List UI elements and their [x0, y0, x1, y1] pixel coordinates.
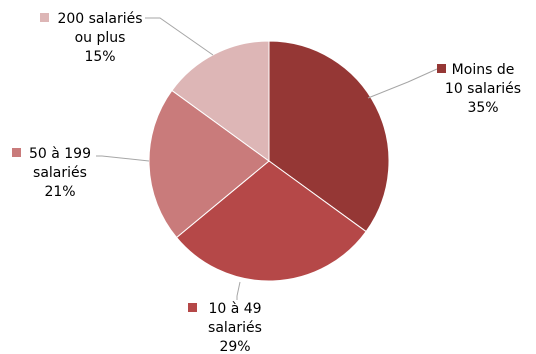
slice-label-1: Moins de 10 salariés 35%: [445, 62, 521, 116]
label-marker-3: [12, 148, 21, 157]
slice-label-3: 50 à 199 salariés 21%: [29, 146, 91, 200]
pie-slice-1: [268, 40, 390, 233]
leader-line-4: [145, 17, 214, 56]
label-marker-1: [437, 64, 446, 73]
slice-label-2: 10 à 49 salariés 29%: [208, 301, 262, 354]
pie-slice-3: [148, 89, 270, 239]
slice-label-4-line-3: 15%: [84, 49, 115, 65]
slice-label-2-line-1: 10 à 49: [208, 301, 261, 317]
pie-slice-2: [175, 160, 367, 282]
pie-slice-4: [171, 40, 270, 162]
slice-label-4: 200 salariés ou plus 15%: [57, 11, 142, 65]
slice-label-1-line-2: 10 salariés: [445, 81, 521, 97]
label-marker-2: [188, 303, 197, 312]
slice-label-4-line-1: 200 salariés: [57, 11, 142, 27]
slice-label-2-line-3: 29%: [219, 339, 250, 354]
leader-line-2: [236, 281, 241, 300]
slice-label-4-line-2: ou plus: [75, 30, 126, 46]
pie-slices: [148, 40, 390, 282]
slice-label-2-line-2: salariés: [208, 320, 262, 336]
slice-label-3-line-3: 21%: [44, 184, 75, 200]
slice-label-3-line-2: salariés: [33, 165, 87, 181]
leader-line-1: [367, 68, 438, 99]
slice-label-3-line-1: 50 à 199: [29, 146, 91, 162]
slice-label-1-line-1: Moins de: [452, 62, 515, 78]
leader-line-3: [96, 155, 150, 162]
slice-label-1-line-3: 35%: [467, 100, 498, 116]
pie-labels: Moins de 10 salariés 35% 10 à 49 salariés 29%…: [12, 11, 521, 354]
label-marker-4: [40, 13, 49, 22]
